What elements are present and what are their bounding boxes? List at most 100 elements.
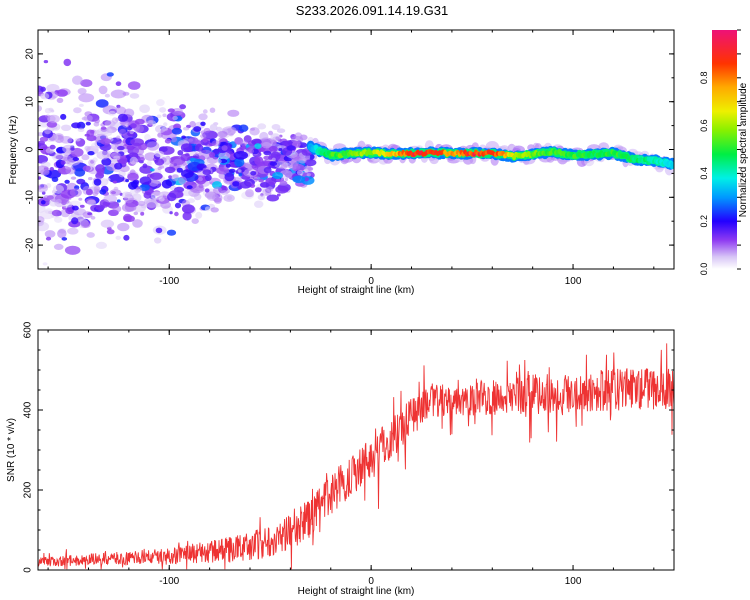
colorbar-label: Normalized spectral amplitude <box>738 82 749 217</box>
spectrogram-cell <box>276 193 281 197</box>
spectrogram-cell <box>133 211 139 216</box>
spectrogram-cell <box>155 227 163 234</box>
spectrogram-cell <box>116 135 121 140</box>
spectrogram-cell <box>72 157 80 162</box>
spectrogram-cell <box>290 153 304 162</box>
spectrogram-cell <box>213 148 220 155</box>
spectrogram-cell <box>159 165 165 169</box>
spectrogram-cell <box>204 206 211 212</box>
spectrogram-cell <box>100 219 115 228</box>
spectrogram-cell <box>117 113 128 123</box>
spectrogram-cell <box>74 168 86 177</box>
spectrogram-cell <box>180 143 193 153</box>
spectrogram-cell <box>228 168 236 173</box>
spectrogram-cell <box>262 188 271 197</box>
spectrogram-cell <box>44 128 51 135</box>
spectrogram-cell <box>100 138 112 145</box>
spectrogram-cell <box>269 161 278 166</box>
spectrogram-cell <box>100 126 107 130</box>
spectrogram-cell <box>123 215 135 223</box>
spectrogram-cell <box>129 130 134 135</box>
spectrogram-cell <box>268 156 273 160</box>
spectrogram-cell <box>178 176 187 185</box>
colorbar-tick-label: 0.4 <box>699 167 709 180</box>
spectrogram-cell <box>67 227 79 235</box>
spectrogram-cell <box>86 199 97 206</box>
spectrogram-cell <box>114 162 123 170</box>
snr-series-line <box>38 343 674 570</box>
spectrogram-cell <box>232 181 240 187</box>
spectrogram-cell <box>254 156 264 166</box>
spectrogram-cell <box>270 139 277 145</box>
spectrogram-cell <box>59 136 73 144</box>
spectrogram-cell <box>182 211 192 221</box>
spectrogram-cell <box>176 167 183 173</box>
spectrogram-cell <box>122 91 130 96</box>
spectrogram-cell <box>263 166 272 174</box>
spectrogram-cell <box>71 122 81 129</box>
spectrogram-cell <box>214 197 222 204</box>
spectrogram-cell <box>198 113 208 121</box>
spectrogram-cell <box>65 167 76 175</box>
spectrogram-cell <box>238 172 243 177</box>
spectrogram-cell <box>171 174 179 182</box>
spectrogram-cell <box>279 181 288 186</box>
snr-axes: -100 0 100 0 200 400 600 <box>23 321 674 587</box>
spectrogram-cell <box>130 138 144 147</box>
spectrogram-cell <box>160 201 172 209</box>
spectrogram-cell <box>169 211 173 215</box>
snr-ytick-label: 400 <box>23 401 34 418</box>
spectrogram-cell <box>296 170 304 176</box>
spectrogram-cell <box>217 159 222 164</box>
spectrogram-cell <box>205 174 212 181</box>
spectrogram-cell <box>193 193 202 201</box>
spectrogram-cell <box>43 60 49 64</box>
spectrogram-cell <box>117 222 130 232</box>
spectrogram-cell <box>164 166 176 174</box>
spectrogram-cell <box>38 176 42 180</box>
spectrogram-cell <box>156 114 162 119</box>
spectrogram-cell <box>155 124 166 134</box>
spectrogram-cell <box>72 75 83 85</box>
spectrogram-cell <box>161 179 172 189</box>
spectrogram-ytick-label: 0 <box>25 146 36 152</box>
spectrogram-cell <box>193 126 202 132</box>
spectrogram-cell <box>125 179 129 183</box>
spectrogram-cell <box>150 191 163 200</box>
spectrogram-cell <box>157 132 164 138</box>
spectrogram-cell <box>51 209 62 217</box>
spectrogram-cell <box>127 172 139 181</box>
spectrogram-cell <box>280 163 288 170</box>
snr-ylabel: SNR (10 * v/v) <box>6 418 17 482</box>
spectrogram-cell <box>113 186 119 191</box>
spectrogram-cell <box>57 229 67 239</box>
spectrogram-cell <box>64 245 81 255</box>
spectrogram-cell <box>211 140 221 147</box>
spectrogram-cell <box>93 178 102 186</box>
spectrogram-cell <box>60 113 67 120</box>
spectrogram-cell <box>109 189 122 196</box>
spectrogram-cell <box>147 120 154 126</box>
spectrogram-cell <box>237 169 242 173</box>
spectrogram-cell <box>240 140 248 147</box>
spectrogram-cell <box>62 144 76 153</box>
spectrogram-cell <box>101 157 112 166</box>
spectrogram-cell <box>139 104 151 113</box>
spectrogram-cell <box>209 152 216 158</box>
spectrogram-cell <box>254 143 262 150</box>
spectrogram-cell <box>195 152 199 156</box>
spectrogram-cell <box>181 204 195 214</box>
spectrogram-cell <box>183 126 190 131</box>
spectrogram-cell <box>42 195 51 202</box>
spectrogram-ytick-label: 20 <box>25 48 36 60</box>
spectrogram-cell <box>71 217 79 225</box>
spectrogram-cell <box>150 168 155 172</box>
spectrogram-cell <box>170 136 178 143</box>
spectrogram-cell <box>65 207 75 215</box>
spectrogram-cell <box>163 122 168 127</box>
spectrogram-cell <box>78 93 95 103</box>
spectrogram-cell <box>172 115 178 121</box>
spectrogram-cell <box>69 188 82 198</box>
spectrogram-cell <box>259 182 270 188</box>
spectrogram-cell <box>250 171 257 176</box>
